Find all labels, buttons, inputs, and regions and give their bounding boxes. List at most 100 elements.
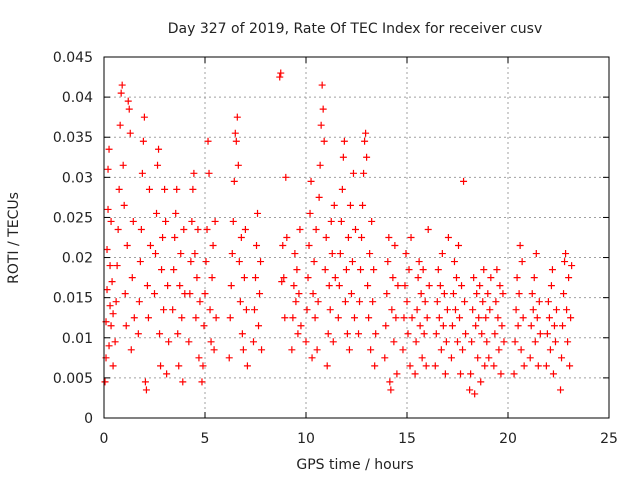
- data-point: [346, 201, 354, 209]
- data-point: [425, 282, 433, 290]
- data-point: [389, 274, 397, 282]
- data-point: [138, 169, 146, 177]
- data-point: [160, 306, 168, 314]
- data-point: [565, 274, 573, 282]
- data-point: [345, 346, 353, 354]
- data-point: [466, 386, 474, 394]
- data-point: [327, 217, 335, 225]
- data-point: [535, 298, 543, 306]
- data-point: [153, 209, 161, 217]
- data-point: [384, 258, 392, 266]
- data-point: [456, 314, 464, 322]
- data-point: [381, 354, 389, 362]
- data-point: [334, 314, 342, 322]
- data-point: [234, 161, 242, 169]
- data-point: [472, 322, 480, 330]
- data-point: [307, 177, 315, 185]
- y-tick-label: 0.02: [62, 251, 93, 267]
- data-point: [387, 386, 395, 394]
- data-point: [356, 298, 364, 306]
- y-tick-label: 0.01: [62, 331, 93, 347]
- data-point: [393, 370, 401, 378]
- data-point: [173, 185, 181, 193]
- data-point: [510, 370, 518, 378]
- data-point: [140, 113, 148, 121]
- data-point: [347, 290, 355, 298]
- data-point: [190, 169, 198, 177]
- x-axis-tick-labels: 0 5 10 15 20 25: [100, 431, 618, 447]
- data-point: [432, 330, 440, 338]
- data-point: [280, 274, 288, 282]
- data-point: [550, 322, 558, 330]
- data-point: [154, 161, 162, 169]
- data-point: [144, 314, 152, 322]
- data-point: [191, 250, 199, 258]
- data-point: [211, 217, 219, 225]
- x-tick-label: 0: [100, 431, 109, 447]
- data-point: [420, 330, 428, 338]
- data-point: [493, 266, 501, 274]
- data-point: [296, 225, 304, 233]
- data-point: [359, 201, 367, 209]
- data-point: [228, 250, 236, 258]
- data-point: [311, 314, 319, 322]
- data-point: [163, 370, 171, 378]
- data-point: [255, 322, 263, 330]
- data-point: [455, 242, 463, 250]
- data-point: [335, 282, 343, 290]
- data-point: [281, 314, 289, 322]
- data-point: [476, 282, 484, 290]
- data-point: [401, 282, 409, 290]
- data-point: [442, 338, 450, 346]
- data-point: [116, 121, 124, 129]
- y-tick-label: 0.035: [53, 130, 93, 146]
- data-point: [547, 282, 555, 290]
- data-point: [164, 282, 172, 290]
- data-point: [325, 282, 333, 290]
- chart-title: Day 327 of 2019, Rate Of TEC Index for r…: [168, 21, 543, 37]
- data-point: [232, 137, 240, 145]
- plot-border: [103, 56, 610, 419]
- data-point: [408, 314, 416, 322]
- data-point: [515, 290, 523, 298]
- data-point: [178, 314, 186, 322]
- data-point: [185, 338, 193, 346]
- data-point: [108, 278, 116, 286]
- data-point: [205, 169, 213, 177]
- data-point: [104, 205, 112, 213]
- data-point: [458, 282, 466, 290]
- data-point: [514, 322, 522, 330]
- data-point: [520, 362, 528, 370]
- data-point: [492, 298, 500, 306]
- data-point: [111, 338, 119, 346]
- data-point: [368, 217, 376, 225]
- data-point: [567, 314, 575, 322]
- data-point: [169, 306, 177, 314]
- data-point: [283, 234, 291, 241]
- data-point: [106, 302, 114, 310]
- data-point: [370, 266, 378, 274]
- data-point: [362, 129, 370, 137]
- data-point: [438, 250, 446, 258]
- data-point: [292, 298, 300, 306]
- data-point: [279, 242, 287, 250]
- data-point: [119, 161, 127, 169]
- data-point: [530, 274, 538, 282]
- data-point: [339, 153, 347, 161]
- data-point: [542, 362, 550, 370]
- data-point: [208, 274, 216, 282]
- data-point: [440, 290, 448, 298]
- data-point: [258, 346, 266, 354]
- data-point: [394, 282, 402, 290]
- data-point: [444, 234, 452, 241]
- data-point: [355, 330, 363, 338]
- data-point: [312, 225, 320, 233]
- data-point: [511, 338, 519, 346]
- data-point: [340, 137, 348, 145]
- data-point: [419, 266, 427, 274]
- data-point: [470, 274, 478, 282]
- data-point: [424, 225, 432, 233]
- data-point: [486, 306, 494, 314]
- data-point: [170, 266, 178, 274]
